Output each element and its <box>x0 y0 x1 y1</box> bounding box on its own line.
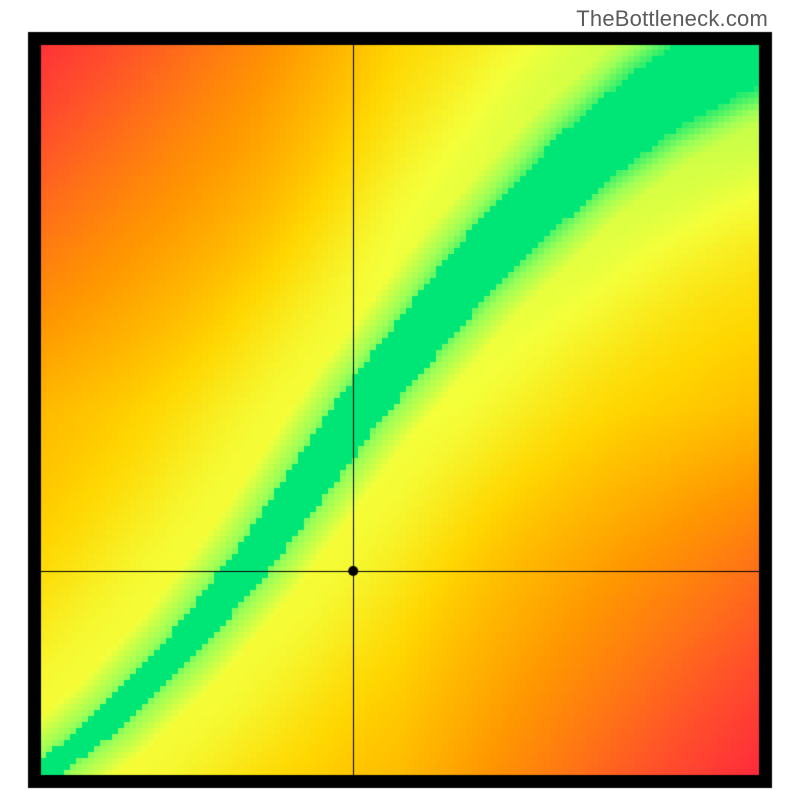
attribution-text: TheBottleneck.com <box>576 6 768 32</box>
heatmap-canvas <box>0 0 800 800</box>
chart-container: TheBottleneck.com <box>0 0 800 800</box>
